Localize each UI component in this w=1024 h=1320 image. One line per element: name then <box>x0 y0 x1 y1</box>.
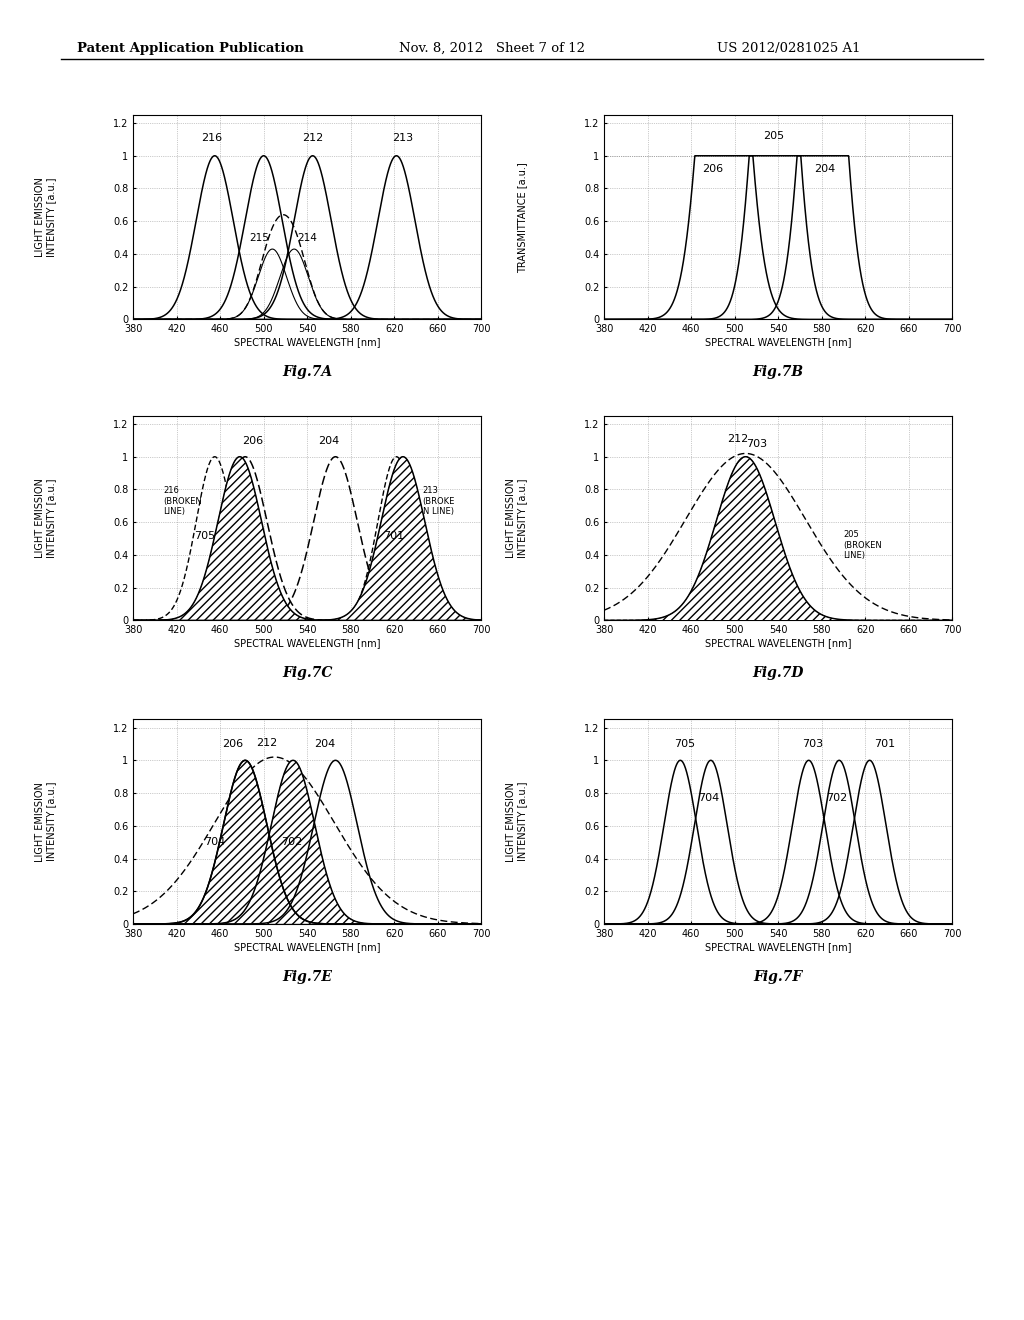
Text: 212: 212 <box>727 434 749 444</box>
Text: 205
(BROKEN
LINE): 205 (BROKEN LINE) <box>844 531 883 560</box>
Text: 204: 204 <box>313 739 335 750</box>
Text: 703: 703 <box>802 739 823 750</box>
Text: 705: 705 <box>674 739 695 750</box>
Y-axis label: LIGHT EMISSION
INTENSITY [a.u.]: LIGHT EMISSION INTENSITY [a.u.] <box>35 177 56 257</box>
X-axis label: SPECTRAL WAVELENGTH [nm]: SPECTRAL WAVELENGTH [nm] <box>705 337 852 347</box>
Text: Fig.7B: Fig.7B <box>753 366 804 379</box>
Y-axis label: LIGHT EMISSION
INTENSITY [a.u.]: LIGHT EMISSION INTENSITY [a.u.] <box>506 478 527 558</box>
Text: Fig.7D: Fig.7D <box>753 667 804 680</box>
Text: Fig.7F: Fig.7F <box>754 970 803 983</box>
Text: 212: 212 <box>256 738 278 747</box>
Text: 212: 212 <box>302 133 324 143</box>
Text: 701: 701 <box>383 531 404 541</box>
Y-axis label: TRANSMITTANCE [a.u.]: TRANSMITTANCE [a.u.] <box>517 162 527 272</box>
Text: 702: 702 <box>826 793 848 804</box>
Text: 704: 704 <box>204 837 225 847</box>
Text: Fig.7A: Fig.7A <box>283 366 332 379</box>
X-axis label: SPECTRAL WAVELENGTH [nm]: SPECTRAL WAVELENGTH [nm] <box>233 941 381 952</box>
X-axis label: SPECTRAL WAVELENGTH [nm]: SPECTRAL WAVELENGTH [nm] <box>233 638 381 648</box>
Text: 215: 215 <box>249 232 269 243</box>
Text: Nov. 8, 2012   Sheet 7 of 12: Nov. 8, 2012 Sheet 7 of 12 <box>399 42 586 55</box>
Text: 213: 213 <box>392 133 414 143</box>
Text: Fig.7E: Fig.7E <box>283 970 332 983</box>
Text: 705: 705 <box>195 531 215 541</box>
Text: 702: 702 <box>281 837 302 847</box>
Text: 216: 216 <box>201 133 222 143</box>
Text: 216
(BROKEN
LINE): 216 (BROKEN LINE) <box>164 486 203 516</box>
Text: 703: 703 <box>745 438 767 449</box>
Text: 704: 704 <box>697 793 719 804</box>
X-axis label: SPECTRAL WAVELENGTH [nm]: SPECTRAL WAVELENGTH [nm] <box>705 638 852 648</box>
Y-axis label: LIGHT EMISSION
INTENSITY [a.u.]: LIGHT EMISSION INTENSITY [a.u.] <box>506 781 527 862</box>
Text: 206: 206 <box>222 739 244 750</box>
Text: 204: 204 <box>318 436 339 446</box>
Text: 213
(BROKE
N LINE): 213 (BROKE N LINE) <box>423 486 455 516</box>
Y-axis label: LIGHT EMISSION
INTENSITY [a.u.]: LIGHT EMISSION INTENSITY [a.u.] <box>35 478 56 558</box>
X-axis label: SPECTRAL WAVELENGTH [nm]: SPECTRAL WAVELENGTH [nm] <box>233 337 381 347</box>
Text: 701: 701 <box>873 739 895 750</box>
Y-axis label: LIGHT EMISSION
INTENSITY [a.u.]: LIGHT EMISSION INTENSITY [a.u.] <box>35 781 56 862</box>
Text: 204: 204 <box>814 164 836 174</box>
X-axis label: SPECTRAL WAVELENGTH [nm]: SPECTRAL WAVELENGTH [nm] <box>705 941 852 952</box>
Text: 206: 206 <box>242 436 263 446</box>
Text: 206: 206 <box>702 164 724 174</box>
Text: Fig.7C: Fig.7C <box>282 667 333 680</box>
Text: US 2012/0281025 A1: US 2012/0281025 A1 <box>717 42 860 55</box>
Text: Patent Application Publication: Patent Application Publication <box>77 42 303 55</box>
Text: 214: 214 <box>297 232 317 243</box>
Text: 205: 205 <box>763 132 784 141</box>
